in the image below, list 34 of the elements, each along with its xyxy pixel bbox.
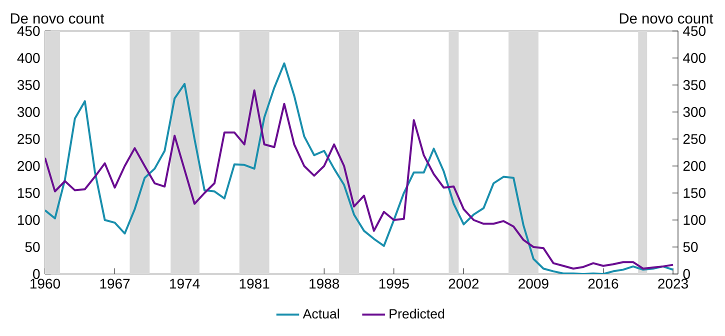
y-tick-label: 450 (17, 26, 40, 36)
x-tick-label: 1988 (310, 278, 340, 289)
x-tick-label: 1967 (100, 278, 130, 289)
x-tick-label: 1995 (379, 278, 409, 289)
x-tick-label: 1981 (240, 278, 270, 289)
y-tick-label: 150 (18, 188, 40, 198)
y2-tick-label: 150 (684, 188, 706, 198)
x-tick-label: 1974 (170, 278, 200, 289)
y2-tick-label: 250 (683, 134, 706, 144)
y2-tick-label: 100 (684, 215, 706, 225)
x-tick-label: 2009 (518, 278, 548, 289)
legend-label: Actual (302, 308, 339, 319)
y2-tick-label: 400 (683, 53, 706, 63)
y-tick-label: 50 (25, 242, 40, 252)
y2-tick-label: 350 (683, 80, 706, 90)
legend-label: Predicted (390, 308, 444, 319)
y-tick-label: 100 (18, 215, 40, 225)
y-tick-label: 300 (17, 107, 40, 117)
y2-tick-label: 200 (683, 161, 706, 171)
y2-tick-label: 300 (683, 107, 706, 117)
x-tick-label: 2023 (658, 278, 688, 289)
y-tick-label: 200 (18, 161, 40, 171)
y-tick-label: 250 (18, 134, 40, 144)
x-tick-label: 2016 (588, 278, 618, 289)
y-axis-title: De novo count (10, 13, 104, 24)
x-tick-label: 1960 (30, 278, 60, 289)
y-tick-label: 400 (17, 53, 40, 63)
y2-axis-title: De novo count (620, 13, 714, 24)
y2-tick-label: 0 (683, 269, 690, 279)
y2-tick-label: 50 (683, 242, 698, 252)
y-tick-label: 350 (17, 80, 40, 90)
x-tick-label: 2002 (448, 278, 479, 289)
y2-tick-label: 450 (683, 26, 706, 36)
y-tick-label: 0 (33, 269, 40, 279)
